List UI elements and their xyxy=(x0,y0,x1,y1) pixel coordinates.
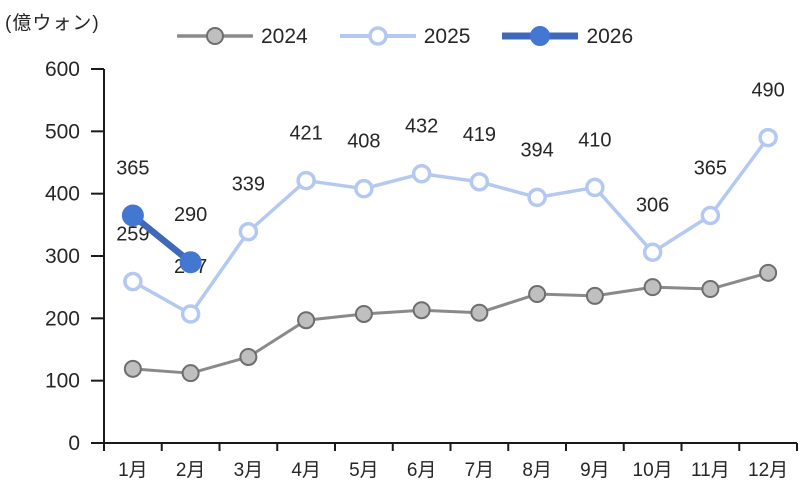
legend-item-2024: 2024 xyxy=(177,24,308,48)
svg-text:339: 339 xyxy=(232,174,265,196)
svg-text:394: 394 xyxy=(520,139,553,161)
legend-item-2026: 2026 xyxy=(502,24,633,48)
svg-text:100: 100 xyxy=(45,370,80,393)
svg-text:1月: 1月 xyxy=(118,460,148,481)
svg-text:490: 490 xyxy=(751,80,784,102)
svg-text:11月: 11月 xyxy=(691,460,730,481)
svg-text:10月: 10月 xyxy=(633,460,673,481)
legend-label-2026: 2026 xyxy=(586,24,634,48)
svg-text:2月: 2月 xyxy=(176,460,206,481)
svg-text:600: 600 xyxy=(45,58,80,81)
svg-text:300: 300 xyxy=(45,245,80,268)
svg-text:0: 0 xyxy=(68,432,80,455)
svg-text:200: 200 xyxy=(45,307,80,330)
svg-text:259: 259 xyxy=(116,224,149,246)
legend-marker-2024-icon xyxy=(177,24,253,48)
svg-text:500: 500 xyxy=(45,120,80,143)
svg-text:408: 408 xyxy=(347,131,380,153)
legend-marker-2026-icon xyxy=(502,24,579,48)
svg-text:7月: 7月 xyxy=(465,460,495,481)
svg-text:5月: 5月 xyxy=(349,460,379,481)
y-axis-unit-label: (億ウォン) xyxy=(5,13,100,34)
svg-text:12月: 12月 xyxy=(748,460,788,481)
chart-legend: 2024 2025 2026 xyxy=(177,24,633,48)
svg-text:290: 290 xyxy=(174,204,207,226)
legend-label-2024: 2024 xyxy=(261,24,308,48)
svg-text:9月: 9月 xyxy=(580,460,610,481)
svg-text:3月: 3月 xyxy=(234,460,264,481)
svg-text:400: 400 xyxy=(45,183,80,206)
svg-text:8月: 8月 xyxy=(522,460,552,481)
svg-text:306: 306 xyxy=(636,194,669,216)
svg-text:365: 365 xyxy=(694,157,727,179)
svg-text:4月: 4月 xyxy=(291,460,321,481)
svg-text:365: 365 xyxy=(116,157,149,179)
legend-label-2025: 2025 xyxy=(423,24,471,48)
svg-text:6月: 6月 xyxy=(407,460,437,481)
svg-text:419: 419 xyxy=(463,124,496,146)
svg-text:432: 432 xyxy=(405,116,438,138)
svg-text:421: 421 xyxy=(289,123,322,145)
legend-marker-2025-icon xyxy=(339,24,416,48)
legend-item-2025: 2025 xyxy=(339,24,471,48)
svg-text:410: 410 xyxy=(578,129,611,151)
